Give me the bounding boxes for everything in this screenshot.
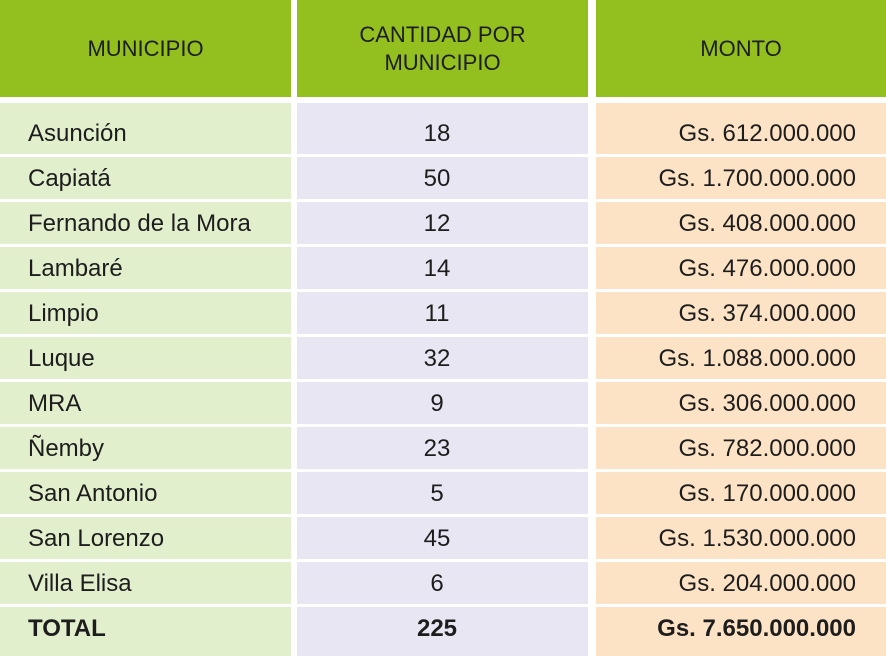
municipio-cell: MRA xyxy=(28,389,82,417)
row-divider xyxy=(0,154,886,157)
monto-cell: Gs. 476.000.000 xyxy=(678,254,856,282)
table-row: San Lorenzo 45 Gs. 1.530.000.000 xyxy=(0,517,886,560)
municipio-cell: Villa Elisa xyxy=(28,569,132,597)
header-municipio: MUNICIPIO xyxy=(0,0,291,97)
municipio-cell: San Antonio xyxy=(28,479,158,507)
monto-cell: Gs. 782.000.000 xyxy=(678,434,856,462)
row-divider xyxy=(0,334,886,337)
row-divider xyxy=(0,424,886,427)
header-cantidad: CANTIDAD POR MUNICIPIO xyxy=(297,0,588,97)
municipio-cell: Asunción xyxy=(28,119,127,147)
cantidad-cell: 18 xyxy=(423,119,451,147)
row-divider xyxy=(0,244,886,247)
monto-cell: Gs. 1.088.000.000 xyxy=(658,344,856,372)
table-row: Limpio 11 Gs. 374.000.000 xyxy=(0,292,886,335)
cantidad-cell: 9 xyxy=(430,389,444,417)
header-cantidad-line2: MUNICIPIO xyxy=(384,49,501,75)
cantidad-cell: 14 xyxy=(423,254,451,282)
header-monto-label: MONTO xyxy=(700,35,782,61)
cantidad-cell: 23 xyxy=(423,434,451,462)
row-divider xyxy=(0,559,886,562)
header-monto: MONTO xyxy=(596,0,886,97)
cantidad-cell: 32 xyxy=(423,344,451,372)
monto-cell: Gs. 374.000.000 xyxy=(678,299,856,327)
row-divider xyxy=(0,514,886,517)
municipio-cell: Fernando de la Mora xyxy=(28,209,251,237)
table-row: Lambaré 14 Gs. 476.000.000 xyxy=(0,247,886,290)
total-label: TOTAL xyxy=(28,614,106,642)
cantidad-cell: 12 xyxy=(423,209,451,237)
monto-cell: Gs. 1.700.000.000 xyxy=(658,164,856,192)
monto-cell: Gs. 612.000.000 xyxy=(678,119,856,147)
table-row: San Antonio 5 Gs. 170.000.000 xyxy=(0,472,886,515)
table-row: Luque 32 Gs. 1.088.000.000 xyxy=(0,337,886,380)
monto-cell: Gs. 1.530.000.000 xyxy=(658,524,856,552)
table-row: Fernando de la Mora 12 Gs. 408.000.000 xyxy=(0,202,886,245)
table-row: Ñemby 23 Gs. 782.000.000 xyxy=(0,427,886,470)
cantidad-cell: 45 xyxy=(423,524,451,552)
row-divider xyxy=(0,379,886,382)
cantidad-cell: 5 xyxy=(430,479,444,507)
cantidad-cell: 50 xyxy=(423,164,451,192)
table-row: Capiatá 50 Gs. 1.700.000.000 xyxy=(0,157,886,200)
municipio-cell: San Lorenzo xyxy=(28,524,165,552)
row-divider xyxy=(0,289,886,292)
total-monto: Gs. 7.650.000.000 xyxy=(657,614,856,642)
municipio-cell: Capiatá xyxy=(28,164,111,192)
total-cantidad: 225 xyxy=(416,614,458,642)
table-row: Villa Elisa 6 Gs. 204.000.000 xyxy=(0,562,886,605)
monto-cell: Gs. 408.000.000 xyxy=(678,209,856,237)
row-divider xyxy=(0,199,886,202)
table-row: Asunción 18 Gs. 612.000.000 xyxy=(0,112,886,155)
header-cantidad-label: CANTIDAD POR MUNICIPIO xyxy=(359,21,525,77)
row-divider xyxy=(0,604,886,607)
municipio-cell: Ñemby xyxy=(28,434,105,462)
monto-cell: Gs. 306.000.000 xyxy=(678,389,856,417)
cantidad-cell: 11 xyxy=(424,299,450,327)
municipio-cell: Limpio xyxy=(28,299,99,327)
monto-cell: Gs. 170.000.000 xyxy=(678,479,856,507)
total-row: TOTAL 225 Gs. 7.650.000.000 xyxy=(0,607,886,650)
row-divider xyxy=(0,469,886,472)
header-cantidad-line1: CANTIDAD POR xyxy=(359,21,526,47)
monto-cell: Gs. 204.000.000 xyxy=(678,569,856,597)
municipio-cell: Lambaré xyxy=(28,254,123,282)
table-row: MRA 9 Gs. 306.000.000 xyxy=(0,382,886,425)
cantidad-cell: 6 xyxy=(430,569,444,597)
header-municipio-label: MUNICIPIO xyxy=(87,35,204,61)
municipio-cell: Luque xyxy=(28,344,95,372)
